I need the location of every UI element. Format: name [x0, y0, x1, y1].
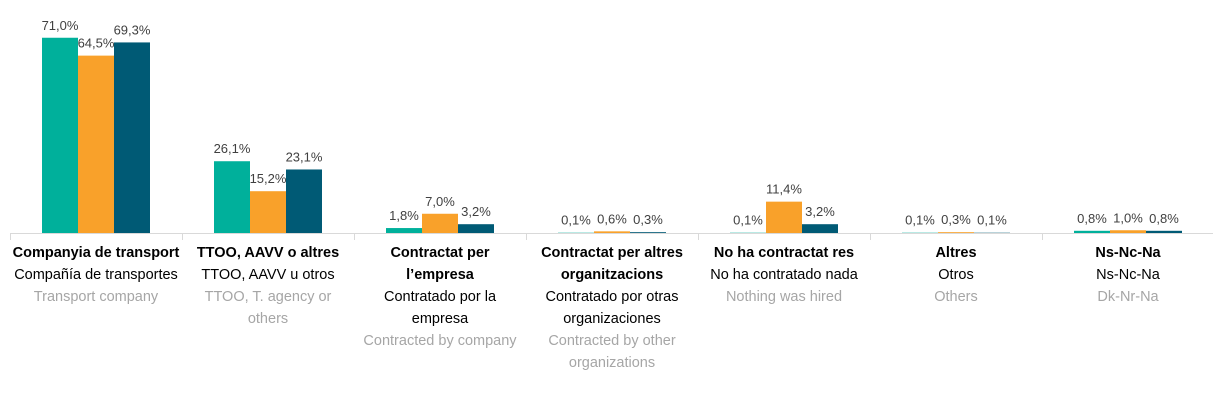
category-name-en: Contracted by other organizations — [548, 333, 676, 371]
value-label: 0,6% — [597, 211, 627, 226]
bar — [458, 224, 494, 233]
category-name-en: Nothing was hired — [725, 289, 843, 305]
value-label: 0,1% — [977, 213, 1007, 228]
chart: 71,0% 64,5%69,3% 26,1% 15,2% 23,1% 1,8% 7,0% 3,… — [10, 18, 1213, 240]
bar — [802, 224, 838, 233]
bar — [250, 191, 286, 233]
category-name-ca: Contractat per l’empresa — [390, 245, 490, 283]
category-label: Contractat per l’empresa Contratado por l… — [356, 242, 524, 352]
value-label: 64,5% — [78, 36, 115, 51]
category-label: Altres Otros Others — [872, 242, 1040, 308]
category-name-en: TTOO, T. agency or others — [204, 289, 332, 327]
value-label: 23,1% — [286, 149, 323, 164]
value-label: 3,2% — [805, 204, 835, 219]
category-name-es: Contratado por otras organizaciones — [545, 289, 679, 327]
category-label: Companyia de transport Compañía de transp… — [12, 242, 180, 308]
value-label: 0,8% — [1077, 211, 1107, 226]
bar — [938, 232, 974, 233]
category-name-es: Otros — [938, 267, 974, 283]
category-name-en: Others — [934, 289, 978, 305]
category-name-ca: Ns-Nc-Na — [1095, 245, 1161, 261]
category-name-es: No ha contratado nada — [710, 267, 858, 283]
value-label: 0,1% — [561, 213, 591, 228]
category-name-es: Compañía de transportes — [14, 267, 178, 283]
category-name-ca: Companyia de transport — [12, 245, 180, 261]
bar — [422, 213, 458, 233]
category-name-en: Dk-Nr-Na — [1097, 289, 1159, 305]
bar — [1074, 230, 1110, 233]
category-name-es: TTOO, AAVV u otros — [201, 267, 335, 283]
category-label: No ha contractat res No ha contratado nad… — [700, 242, 868, 308]
bar — [214, 161, 250, 233]
category-name-es: Ns-Nc-Na — [1096, 267, 1160, 283]
bar — [78, 55, 114, 233]
bar — [1146, 230, 1182, 233]
value-label: 1,0% — [1113, 210, 1143, 225]
value-label: 1,8% — [389, 208, 419, 223]
bar — [386, 228, 422, 233]
category-name-ca: Altres — [935, 245, 977, 261]
category-name-ca: Contractat per altres organitzacions — [541, 245, 683, 283]
bar — [594, 231, 630, 233]
value-label: 69,3% — [114, 22, 151, 37]
category-name-en: Contracted by company — [363, 333, 517, 349]
value-label: 3,2% — [461, 204, 491, 219]
value-label: 0,1% — [733, 213, 763, 228]
value-label: 7,0% — [425, 194, 455, 209]
value-label: 0,8% — [1149, 211, 1179, 226]
category-name-en: Transport company — [33, 289, 159, 305]
category-name-ca: No ha contractat res — [713, 245, 855, 261]
bar — [286, 169, 322, 233]
value-label: 0,1% — [905, 213, 935, 228]
value-label: 26,1% — [214, 141, 251, 156]
value-label: 71,0% — [42, 18, 79, 33]
category-name-ca: TTOO, AAVV o altres — [196, 245, 340, 261]
bar — [114, 42, 150, 233]
category-label: Ns-Nc-Na Ns-Nc-Na Dk-Nr-Na — [1044, 242, 1212, 308]
value-label: 11,4% — [766, 182, 802, 197]
category-label: TTOO, AAVV o altres TTOO, AAVV u otros TTO… — [184, 242, 352, 330]
category-name-es: Contratado por la empresa — [383, 289, 497, 327]
bar — [42, 37, 78, 233]
value-label: 0,3% — [633, 212, 663, 227]
value-label: 15,2% — [250, 171, 287, 186]
value-label: 0,3% — [941, 212, 971, 227]
bar — [1110, 230, 1146, 233]
bar — [766, 201, 802, 233]
category-label: Contractat per altres organitzacions Cont… — [528, 242, 696, 374]
bar — [630, 232, 666, 233]
